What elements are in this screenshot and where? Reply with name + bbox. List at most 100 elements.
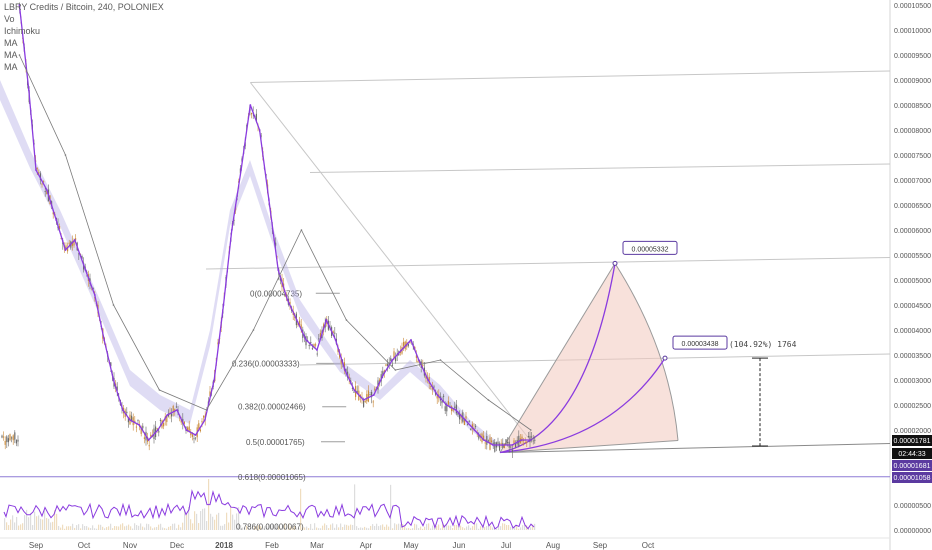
volume-bar <box>180 527 182 530</box>
volume-bar <box>236 513 238 530</box>
projection-arc-fill <box>500 263 678 453</box>
volume-bar <box>386 524 388 530</box>
volume-bar <box>108 526 110 530</box>
volume-bar <box>66 526 68 530</box>
candle-body <box>81 255 83 259</box>
volume-bar <box>258 525 260 530</box>
candle-body <box>251 113 253 115</box>
volume-bar <box>96 528 98 530</box>
volume-bar <box>178 524 180 530</box>
series-slow-ma-point <box>530 429 532 431</box>
candle-body <box>433 386 435 388</box>
volume-bar <box>452 528 454 530</box>
volume-bar <box>360 527 362 530</box>
candle-body <box>260 135 262 137</box>
candle-body <box>449 407 451 409</box>
volume-bar <box>270 524 272 530</box>
volume-bar <box>84 526 86 530</box>
volume-bar <box>54 510 56 530</box>
volume-bar <box>350 524 352 530</box>
candle-body <box>468 421 470 423</box>
volume-bar <box>532 524 534 530</box>
candle-body <box>532 440 534 442</box>
volume-bar <box>316 527 318 530</box>
volume-bar <box>26 509 28 530</box>
volume-bar <box>352 524 354 530</box>
candle-body <box>457 412 459 415</box>
series-price-point <box>445 404 448 406</box>
volume-bar <box>240 524 242 530</box>
volume-bar <box>370 525 372 530</box>
volume-bar <box>372 524 374 530</box>
candle-body <box>369 394 371 396</box>
volume-bar <box>220 525 222 530</box>
candle-body <box>294 316 296 319</box>
y-tick-label: 0.00008500 <box>894 103 931 110</box>
candle-body <box>521 436 523 442</box>
candle-body <box>175 406 177 408</box>
candle-body <box>529 435 531 443</box>
series-price-point <box>103 339 106 341</box>
fib-retracement <box>0 292 890 478</box>
y-tick-label: 0.00010500 <box>894 3 931 10</box>
trend-line <box>250 70 891 83</box>
series-price-point <box>55 219 58 221</box>
candle-body <box>299 320 301 326</box>
series-price-point <box>268 199 270 201</box>
candle-body <box>52 212 54 215</box>
candle-body <box>3 436 5 438</box>
candle-body <box>319 332 321 338</box>
x-tick-label: Sep <box>593 541 608 550</box>
volume-bar <box>378 526 380 530</box>
series-slow-ma-point <box>112 304 115 306</box>
volume-bar <box>362 527 364 530</box>
series-price-point <box>138 424 141 426</box>
series-price-point <box>400 349 403 351</box>
candle-body <box>463 420 465 426</box>
volume-bar <box>214 519 216 530</box>
volume-bar <box>522 525 524 530</box>
volume-bar <box>534 523 536 530</box>
volume-bar <box>114 526 116 530</box>
candle-body <box>351 387 353 389</box>
candle-body <box>399 351 401 353</box>
trend-line <box>499 443 891 453</box>
price-tag-label: 0.00001058 <box>894 475 931 482</box>
volume-bar <box>212 516 214 530</box>
trend-line <box>249 82 531 441</box>
volume-bar <box>20 524 22 530</box>
x-tick-label: Aug <box>546 541 560 550</box>
volume-bar <box>98 524 100 530</box>
candle-body <box>135 426 137 428</box>
volume-bar <box>400 524 402 530</box>
candle-body <box>356 390 358 394</box>
candle-body <box>187 427 189 431</box>
x-tick-label: Nov <box>123 541 137 550</box>
volume-bar <box>218 512 220 530</box>
series-price-point <box>73 239 76 241</box>
volume-bar <box>36 516 38 530</box>
series-price-point <box>455 409 457 411</box>
volume-bar <box>86 526 88 530</box>
volume-bar <box>516 525 518 530</box>
volume-bar <box>262 527 264 530</box>
candle-body <box>163 422 165 427</box>
volume-bar <box>500 526 502 530</box>
volume-bar <box>224 524 226 530</box>
trend-line <box>205 257 891 270</box>
fib-level-label: 0(0.00004735) <box>250 289 302 298</box>
volume-bar <box>260 526 262 530</box>
volume-bar <box>520 527 522 530</box>
candle-body <box>59 226 61 230</box>
series-slow-ma-point <box>345 319 348 321</box>
series-price-point <box>166 414 169 416</box>
series-slow-ma-point <box>487 399 490 401</box>
volume-bar <box>6 522 8 530</box>
volume-bar <box>150 526 152 530</box>
series-price-point <box>372 394 375 396</box>
volume-bar <box>392 528 394 530</box>
candle-body <box>487 440 489 442</box>
series-price-point <box>529 439 532 441</box>
